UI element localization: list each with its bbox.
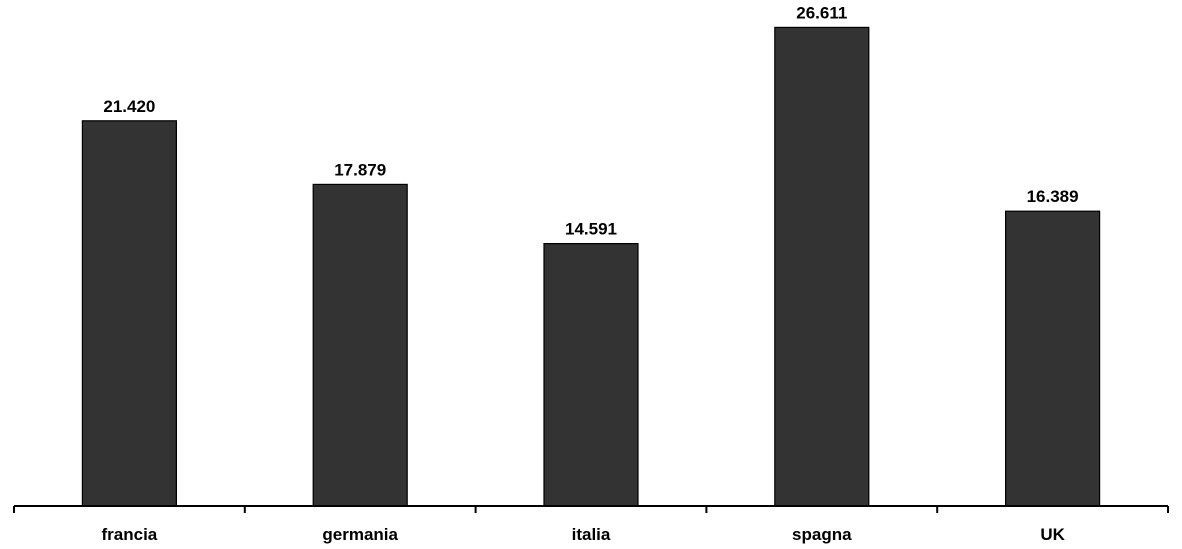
x-tick-label-uk: UK <box>1040 525 1065 544</box>
bar-italia <box>543 243 639 507</box>
bar-uk <box>1004 210 1101 507</box>
bar-francia <box>81 120 178 507</box>
data-labels-layer: 21.420 17.879 14.591 26.611 16.389 <box>103 3 1078 238</box>
x-axis <box>13 505 1169 513</box>
data-label-italia: 14.591 <box>565 220 617 239</box>
data-label-germania: 17.879 <box>334 160 386 179</box>
x-tick-label-spagna: spagna <box>792 525 852 544</box>
data-label-uk: 16.389 <box>1027 187 1079 206</box>
x-tick-labels: francia germania italia spagna UK <box>102 525 1066 544</box>
x-tick-label-francia: francia <box>102 525 158 544</box>
data-label-spagna: 26.611 <box>796 3 847 22</box>
bars-layer <box>81 26 1101 507</box>
bar-spagna <box>774 26 870 507</box>
bar-germania <box>312 183 408 507</box>
data-label-francia: 21.420 <box>103 97 155 116</box>
x-tick-label-germania: germania <box>322 525 398 544</box>
x-tick-label-italia: italia <box>572 525 611 544</box>
